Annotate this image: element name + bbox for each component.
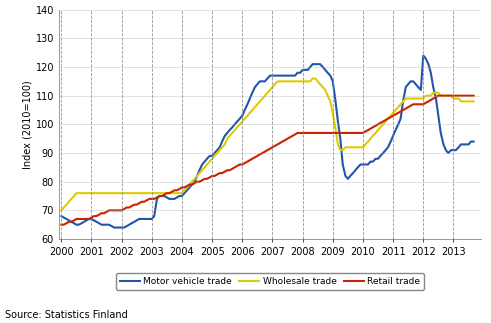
Motor vehicle trade bbox=[58, 214, 64, 218]
Retail trade bbox=[71, 218, 77, 222]
Motor vehicle trade bbox=[106, 223, 112, 227]
Wholesale trade bbox=[340, 148, 346, 152]
Wholesale trade bbox=[209, 157, 215, 161]
Wholesale trade bbox=[310, 77, 316, 80]
Wholesale trade bbox=[71, 194, 77, 198]
Wholesale trade bbox=[106, 191, 112, 195]
Motor vehicle trade bbox=[111, 225, 117, 229]
Retail trade bbox=[436, 94, 441, 98]
Motor vehicle trade bbox=[380, 151, 386, 155]
Retail trade bbox=[471, 94, 477, 98]
Wholesale trade bbox=[380, 122, 386, 126]
Line: Wholesale trade: Wholesale trade bbox=[61, 78, 474, 210]
Text: Source: Statistics Finland: Source: Statistics Finland bbox=[5, 310, 128, 320]
Motor vehicle trade bbox=[340, 162, 346, 166]
Line: Retail trade: Retail trade bbox=[61, 96, 474, 225]
Motor vehicle trade bbox=[471, 140, 477, 143]
Wholesale trade bbox=[58, 208, 64, 212]
Motor vehicle trade bbox=[71, 221, 77, 225]
Motor vehicle trade bbox=[212, 151, 218, 155]
Motor vehicle trade bbox=[420, 54, 426, 57]
Retail trade bbox=[337, 131, 343, 135]
Retail trade bbox=[106, 208, 112, 212]
Retail trade bbox=[99, 211, 105, 215]
Wholesale trade bbox=[99, 191, 105, 195]
Retail trade bbox=[378, 121, 383, 125]
Retail trade bbox=[209, 174, 215, 178]
Wholesale trade bbox=[471, 99, 477, 103]
Legend: Motor vehicle trade, Wholesale trade, Retail trade: Motor vehicle trade, Wholesale trade, Re… bbox=[116, 273, 424, 290]
Motor vehicle trade bbox=[99, 223, 105, 227]
Retail trade bbox=[58, 223, 64, 227]
Line: Motor vehicle trade: Motor vehicle trade bbox=[61, 56, 474, 227]
Y-axis label: Index (2010=100): Index (2010=100) bbox=[23, 80, 33, 169]
